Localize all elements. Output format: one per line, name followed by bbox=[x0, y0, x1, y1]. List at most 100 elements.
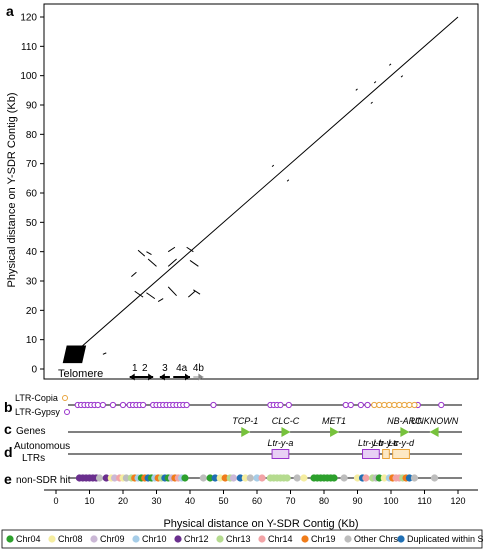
non-sdr-hit-marker bbox=[221, 474, 229, 482]
legend-label: Duplicated within SDR bbox=[407, 534, 484, 544]
dot-segment bbox=[271, 164, 275, 167]
duplication-arrow-label: 3 bbox=[162, 363, 168, 374]
gene-arrow bbox=[400, 427, 410, 437]
dot-segment bbox=[373, 81, 377, 84]
panel-letter-e: e bbox=[4, 471, 12, 487]
x-tick-label: 0 bbox=[53, 496, 58, 506]
dotplot-plot-area bbox=[62, 16, 459, 364]
y-tick-label: 70 bbox=[26, 159, 38, 170]
dot-segment bbox=[147, 258, 157, 267]
ltr-gypsy-marker bbox=[364, 401, 371, 409]
gene-label: CLC-C bbox=[272, 416, 300, 426]
y-tick-label: 0 bbox=[31, 365, 37, 376]
dotplot-frame bbox=[43, 3, 479, 380]
y-tick-label: 60 bbox=[26, 189, 38, 200]
non-sdr-hit-marker bbox=[362, 474, 370, 482]
legend-swatch bbox=[344, 535, 352, 543]
ltr-gypsy-marker bbox=[140, 401, 147, 409]
legend-swatch bbox=[6, 535, 14, 543]
non-sdr-hit-marker bbox=[181, 474, 189, 482]
y-tick-label: 80 bbox=[26, 130, 38, 141]
legend-label: Chr14 bbox=[268, 534, 293, 544]
ltr-copia-legend-marker bbox=[62, 395, 68, 401]
non-sdr-hit-marker bbox=[283, 474, 291, 482]
legend-label: Chr13 bbox=[226, 534, 251, 544]
chromosome-legend: Chr04 Chr08 Chr09 Chr10 Chr12 Chr13 Chr14 Chr19… bbox=[1, 529, 484, 549]
ltr-gypsy-marker bbox=[342, 401, 349, 409]
y-tick-label: 120 bbox=[20, 13, 37, 24]
ltr-copia-marker bbox=[396, 401, 403, 409]
legend-label: Chr10 bbox=[142, 534, 167, 544]
autonomous-ltrs-line-2: LTRs bbox=[22, 453, 45, 464]
x-tick-label: 70 bbox=[285, 496, 295, 506]
ltr-copia-marker bbox=[406, 401, 413, 409]
non-sdr-hit-marker bbox=[375, 474, 383, 482]
legend-label: Chr04 bbox=[16, 534, 41, 544]
ltr-copia-marker bbox=[391, 401, 398, 409]
duplication-arrow-head bbox=[129, 373, 135, 381]
non-sdr-hit-marker bbox=[206, 474, 214, 482]
ltr-gypsy-marker bbox=[109, 401, 117, 409]
legend-swatch bbox=[301, 535, 309, 543]
non-sdr-hit-marker bbox=[430, 474, 439, 482]
legend-label: Other Chrs bbox=[354, 534, 399, 544]
non-sdr-hit-marker bbox=[229, 474, 238, 482]
panel-letter-a: a bbox=[6, 3, 14, 19]
dot-segment bbox=[131, 271, 137, 277]
ltr-copia-marker bbox=[376, 401, 383, 409]
legend-swatch bbox=[258, 535, 266, 543]
y-tick-label: 50 bbox=[26, 218, 38, 229]
dot-segment bbox=[370, 101, 373, 104]
dotplot-y-axis: 0 10 20 30 40 50 60 70 80 90 100 110 120 bbox=[20, 13, 44, 376]
dot-segment bbox=[186, 246, 194, 253]
non-sdr-hit-marker bbox=[253, 474, 261, 482]
dot-segment bbox=[134, 290, 144, 298]
dot-segment bbox=[137, 249, 146, 257]
panel-letter-c: c bbox=[4, 421, 12, 437]
tracks-x-axis-label: Physical distance on Y-SDR Contig (Kb) bbox=[163, 518, 358, 530]
ltr-copia-marker bbox=[411, 401, 418, 409]
gene-arrow bbox=[330, 427, 340, 437]
gene-label: TCP-1 bbox=[232, 416, 258, 426]
ltr-gypsy-marker bbox=[183, 401, 190, 409]
telomere-label: Telomere bbox=[58, 368, 103, 380]
legend-label: Chr08 bbox=[58, 534, 83, 544]
legend-swatch bbox=[48, 535, 56, 543]
legend-swatch bbox=[174, 535, 182, 543]
autonomous-ltr-label: Ltr-y-b bbox=[358, 438, 384, 448]
legend-label: Chr12 bbox=[184, 534, 209, 544]
track-label-ltr-gypsy: LTR-Gypsy bbox=[15, 407, 60, 417]
non-sdr-hit-marker bbox=[102, 474, 110, 482]
legend-items: Chr04 Chr08 Chr09 Chr10 Chr12 Chr13 Chr14 Chr19… bbox=[6, 534, 484, 544]
non-sdr-hit-marker bbox=[300, 474, 308, 482]
non-sdr-hit-marker bbox=[293, 474, 301, 482]
dot-segment bbox=[146, 251, 152, 256]
dot-segment bbox=[167, 246, 176, 253]
telomere-repeat-block bbox=[62, 345, 87, 364]
non-sdr-hit-marker bbox=[236, 474, 244, 482]
x-tick-label: 50 bbox=[218, 496, 228, 506]
x-tick-label: 30 bbox=[151, 496, 161, 506]
x-tick-label: 10 bbox=[84, 496, 94, 506]
panel-letter-d: d bbox=[4, 444, 13, 460]
non-sdr-hit-marker bbox=[353, 474, 362, 482]
autonomous-ltr-box bbox=[362, 449, 380, 459]
dot-segment bbox=[355, 88, 358, 91]
legend-swatch bbox=[397, 535, 405, 543]
x-tick-label: 40 bbox=[185, 496, 195, 506]
legend-frame bbox=[1, 529, 483, 549]
x-tick-label: 110 bbox=[417, 496, 431, 506]
dot-segment bbox=[400, 75, 404, 78]
dot-segment bbox=[193, 289, 201, 295]
autonomous-ltr-label: Ltr-y-d bbox=[388, 438, 415, 448]
x-tick-label: 120 bbox=[450, 496, 465, 506]
ltr-gypsy-marker bbox=[94, 401, 101, 409]
gene-arrow bbox=[241, 427, 251, 437]
ltr-copia-marker bbox=[381, 401, 388, 409]
y-tick-label: 100 bbox=[20, 71, 37, 82]
diagonal-line bbox=[65, 16, 459, 361]
ltr-copia-marker bbox=[386, 401, 393, 409]
autonomous-ltr-label: Ltr-y-c bbox=[373, 438, 399, 448]
duplication-arrow-label: 4a bbox=[176, 363, 188, 374]
